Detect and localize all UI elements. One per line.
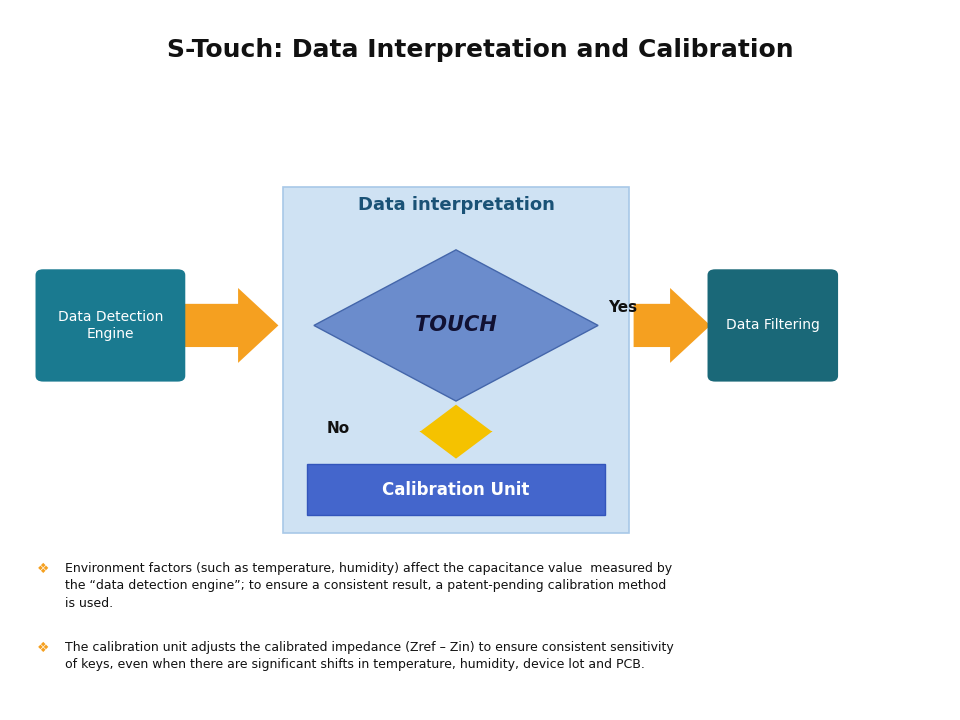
Text: Data Filtering: Data Filtering	[726, 318, 820, 333]
Polygon shape	[182, 288, 278, 363]
Text: S-Touch: Data Interpretation and Calibration: S-Touch: Data Interpretation and Calibra…	[167, 38, 793, 63]
FancyBboxPatch shape	[708, 269, 838, 382]
Text: Data Detection
Engine: Data Detection Engine	[58, 310, 163, 341]
Text: Yes: Yes	[608, 300, 636, 315]
Text: TOUCH: TOUCH	[415, 315, 497, 336]
Text: The calibration unit adjusts the calibrated impedance (Zref – Zin) to ensure con: The calibration unit adjusts the calibra…	[65, 641, 674, 671]
Text: Calibration Unit: Calibration Unit	[382, 481, 530, 498]
Text: No: No	[326, 420, 349, 436]
Text: Environment factors (such as temperature, humidity) affect the capacitance value: Environment factors (such as temperature…	[65, 562, 672, 610]
Text: ❖: ❖	[36, 562, 50, 575]
Polygon shape	[634, 288, 710, 363]
FancyBboxPatch shape	[36, 269, 185, 382]
Text: Data interpretation: Data interpretation	[357, 197, 555, 215]
Polygon shape	[420, 405, 492, 459]
FancyBboxPatch shape	[283, 187, 629, 533]
Text: ❖: ❖	[36, 641, 50, 654]
FancyBboxPatch shape	[307, 464, 605, 515]
Polygon shape	[314, 250, 598, 401]
